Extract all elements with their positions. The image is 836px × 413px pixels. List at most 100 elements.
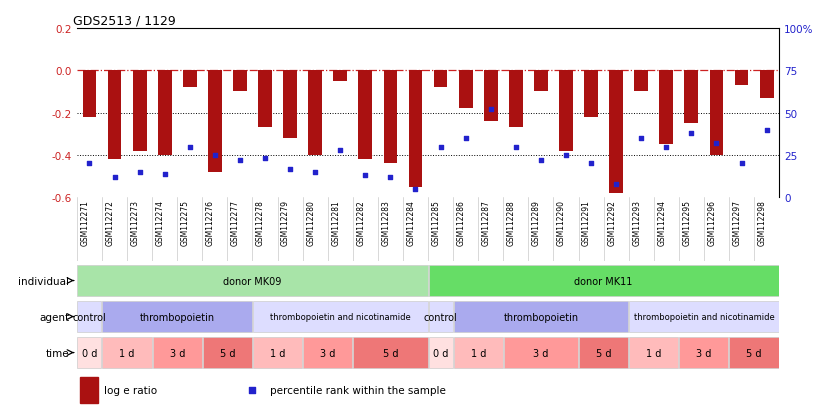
FancyBboxPatch shape <box>680 337 728 368</box>
Text: GSM112296: GSM112296 <box>707 200 716 246</box>
Bar <box>559 71 573 152</box>
Point <box>559 152 573 159</box>
Point <box>735 161 748 167</box>
Text: 5 d: 5 d <box>747 348 762 358</box>
FancyBboxPatch shape <box>354 337 427 368</box>
FancyBboxPatch shape <box>103 337 151 368</box>
Text: 3 d: 3 d <box>320 348 335 358</box>
Text: thrombopoietin: thrombopoietin <box>503 312 579 322</box>
Text: control: control <box>73 312 106 322</box>
Text: GSM112298: GSM112298 <box>757 200 767 245</box>
Point <box>509 144 522 150</box>
Text: GSM112282: GSM112282 <box>356 200 365 245</box>
Point <box>208 152 222 159</box>
Text: GSM112291: GSM112291 <box>582 200 591 245</box>
Point <box>308 169 322 176</box>
Text: GSM112276: GSM112276 <box>206 200 215 246</box>
FancyBboxPatch shape <box>630 301 778 332</box>
Text: GSM112274: GSM112274 <box>155 200 165 246</box>
Text: 5 d: 5 d <box>220 348 235 358</box>
Text: GSM112295: GSM112295 <box>682 200 691 246</box>
FancyBboxPatch shape <box>454 337 502 368</box>
Text: donor MK09: donor MK09 <box>223 276 282 286</box>
Bar <box>108 71 121 160</box>
Text: GSM112278: GSM112278 <box>256 200 265 245</box>
Text: 5 d: 5 d <box>383 348 398 358</box>
Bar <box>80 377 98 403</box>
Text: GSM112289: GSM112289 <box>532 200 541 245</box>
Point <box>609 181 623 188</box>
FancyBboxPatch shape <box>429 337 452 368</box>
FancyBboxPatch shape <box>630 337 678 368</box>
FancyBboxPatch shape <box>78 301 101 332</box>
FancyBboxPatch shape <box>253 301 427 332</box>
Bar <box>359 71 372 160</box>
FancyBboxPatch shape <box>103 301 252 332</box>
Text: GSM112273: GSM112273 <box>130 200 140 246</box>
Bar <box>83 71 96 118</box>
Bar <box>434 71 447 88</box>
FancyBboxPatch shape <box>429 301 452 332</box>
Text: GSM112287: GSM112287 <box>482 200 491 245</box>
Bar <box>258 71 272 128</box>
Point <box>409 186 422 193</box>
Bar <box>735 71 748 86</box>
Point <box>133 169 146 176</box>
Bar <box>133 71 146 152</box>
Bar <box>584 71 598 118</box>
FancyBboxPatch shape <box>579 337 628 368</box>
Point <box>233 157 247 164</box>
Point <box>710 140 723 147</box>
Text: thrombopoietin: thrombopoietin <box>140 312 215 322</box>
FancyBboxPatch shape <box>504 337 578 368</box>
FancyBboxPatch shape <box>78 265 427 297</box>
Text: GSM112279: GSM112279 <box>281 200 290 246</box>
Point <box>258 156 272 162</box>
Bar <box>509 71 522 128</box>
Text: 0 d: 0 d <box>433 348 448 358</box>
Text: GSM112290: GSM112290 <box>557 200 566 246</box>
Text: 1 d: 1 d <box>270 348 285 358</box>
Point <box>534 157 548 164</box>
Point <box>459 135 472 142</box>
Bar <box>685 71 698 124</box>
FancyBboxPatch shape <box>303 337 352 368</box>
Point <box>359 173 372 179</box>
Point <box>283 166 297 172</box>
Bar <box>660 71 673 145</box>
Text: 3 d: 3 d <box>696 348 711 358</box>
FancyBboxPatch shape <box>153 337 201 368</box>
Bar <box>710 71 723 156</box>
Text: GSM112288: GSM112288 <box>507 200 516 245</box>
Text: agent: agent <box>39 312 69 322</box>
FancyBboxPatch shape <box>730 337 778 368</box>
FancyBboxPatch shape <box>253 337 302 368</box>
FancyBboxPatch shape <box>429 265 778 297</box>
Text: GSM112292: GSM112292 <box>607 200 616 245</box>
Text: GSM112285: GSM112285 <box>431 200 441 245</box>
Text: donor MK11: donor MK11 <box>574 276 633 286</box>
Point <box>760 127 773 133</box>
Text: 3 d: 3 d <box>533 348 548 358</box>
Point <box>158 171 171 178</box>
Text: individual: individual <box>18 276 69 286</box>
Text: time: time <box>46 348 69 358</box>
Text: thrombopoietin and nicotinamide: thrombopoietin and nicotinamide <box>634 312 774 321</box>
Bar <box>384 71 397 164</box>
Point <box>584 161 598 167</box>
Bar <box>635 71 648 92</box>
Text: log e ratio: log e ratio <box>104 385 156 395</box>
Point <box>635 135 648 142</box>
Point <box>108 174 121 181</box>
FancyBboxPatch shape <box>454 301 628 332</box>
Bar <box>459 71 472 109</box>
Text: GSM112272: GSM112272 <box>105 200 115 245</box>
Point <box>183 144 196 150</box>
Point <box>384 174 397 181</box>
Text: GSM112294: GSM112294 <box>657 200 666 246</box>
Text: GSM112271: GSM112271 <box>80 200 89 245</box>
Text: GSM112286: GSM112286 <box>456 200 466 245</box>
Text: GSM112277: GSM112277 <box>231 200 240 246</box>
Bar <box>283 71 297 139</box>
Text: 0 d: 0 d <box>82 348 97 358</box>
